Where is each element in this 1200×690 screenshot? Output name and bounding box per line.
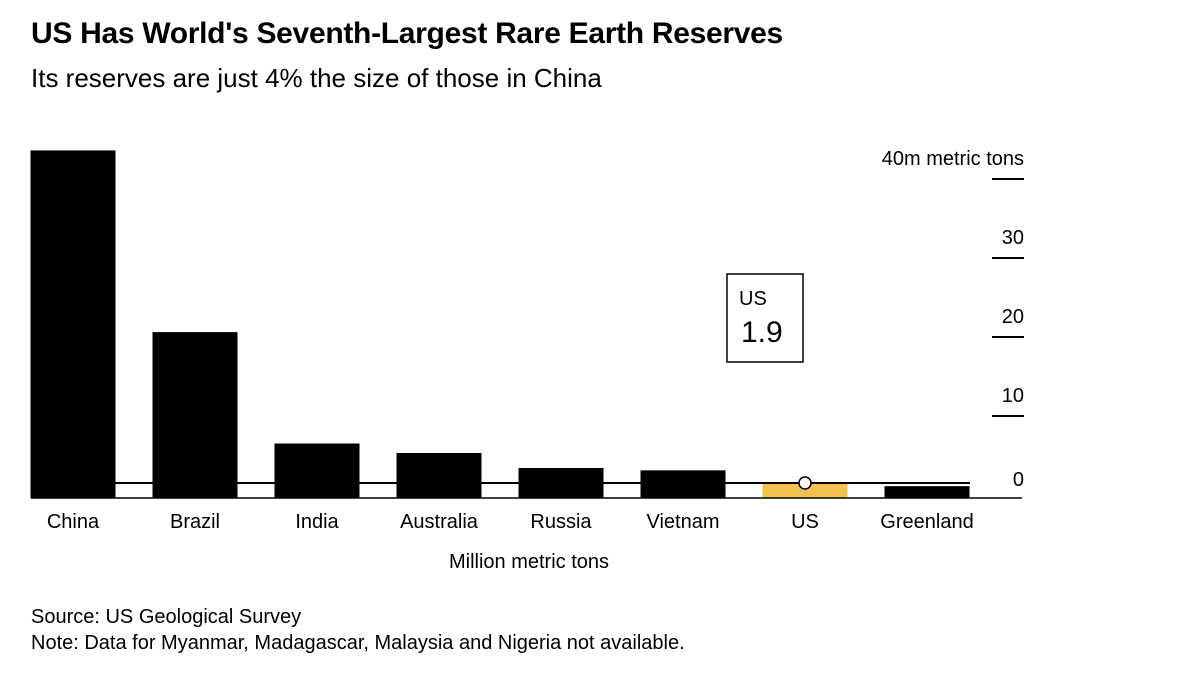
bar-vietnam: [640, 470, 726, 498]
bar-greenland: [884, 486, 970, 498]
x-tick-label-vietnam: Vietnam: [646, 511, 719, 533]
us-marker-dot: [798, 476, 812, 490]
annotation-box: [726, 273, 804, 363]
y-tick-label-20: 20: [1002, 306, 1024, 328]
x-tick-label-australia: Australia: [400, 511, 479, 533]
x-tick-label-brazil: Brazil: [170, 511, 220, 533]
annotation-value: 1.9: [741, 316, 783, 349]
y-tick-label-30: 30: [1002, 227, 1024, 249]
y-tick-label-40: 40m metric tons: [882, 148, 1024, 170]
x-tick-label-india: India: [295, 511, 339, 533]
data-note: Note: Data for Myanmar, Madagascar, Mala…: [31, 632, 685, 654]
annotation-label: US: [739, 288, 767, 310]
x-tick-label-greenland: Greenland: [880, 511, 973, 533]
bar-china: [30, 150, 116, 498]
x-axis-title: Million metric tons: [449, 551, 609, 573]
bar-brazil: [152, 332, 238, 498]
chart-title: US Has World's Seventh-Largest Rare Eart…: [31, 17, 783, 50]
y-tick-label-10: 10: [1002, 385, 1024, 407]
y-tick-label-0: 0: [1013, 469, 1024, 491]
chart-footer: Source: US Geological Survey Note: Data …: [31, 604, 685, 656]
bar-india: [274, 443, 360, 498]
bar-australia: [396, 452, 482, 498]
x-tick-label-russia: Russia: [530, 511, 592, 533]
bar-us: [762, 482, 848, 498]
source-note: Source: US Geological Survey: [31, 606, 302, 628]
x-tick-label-us: US: [791, 511, 819, 533]
x-tick-label-china: China: [47, 511, 100, 533]
chart-subtitle: Its reserves are just 4% the size of tho…: [31, 63, 602, 93]
